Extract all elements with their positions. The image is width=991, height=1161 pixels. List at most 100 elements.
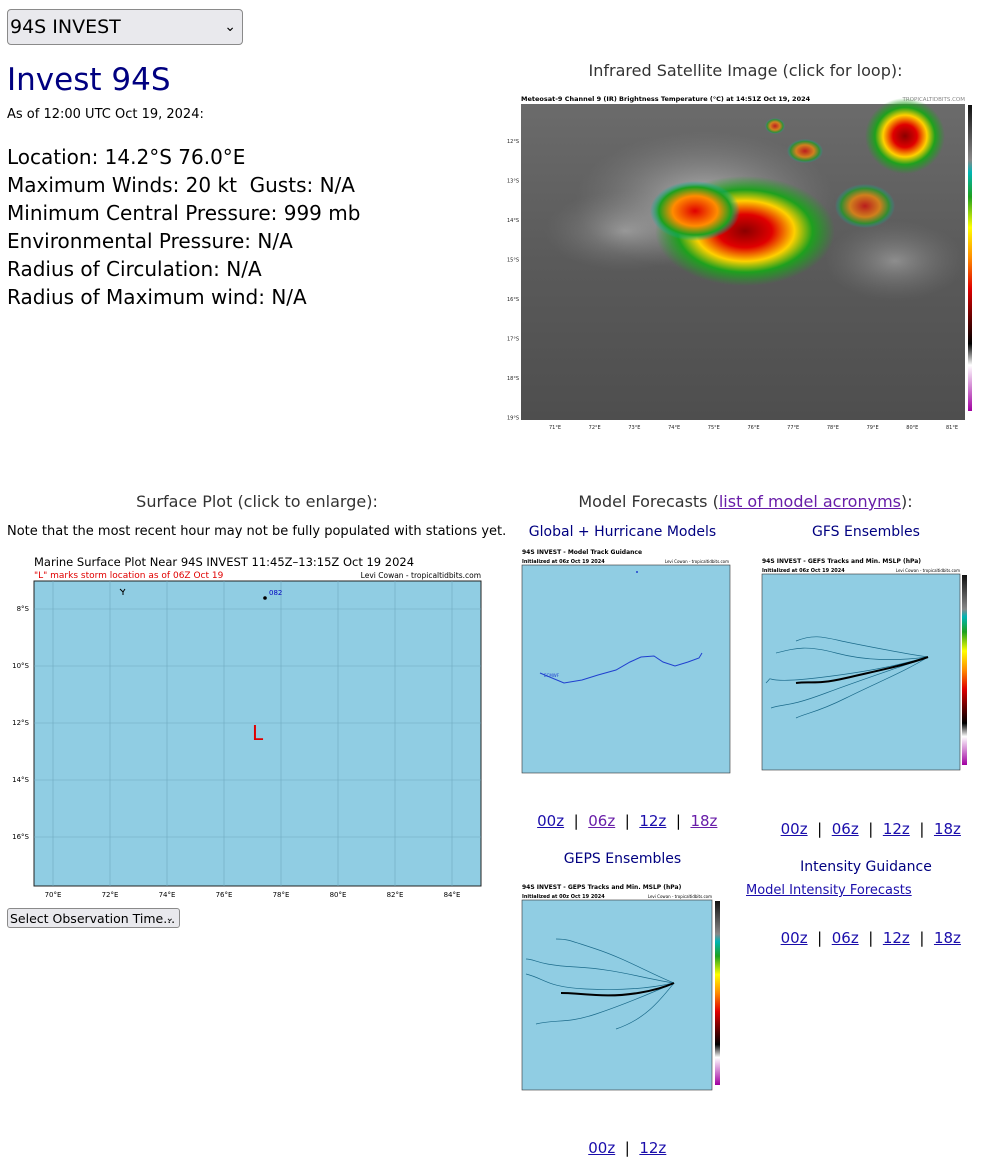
min-pressure-text: Minimum Central Pressure: 999 mb (7, 201, 361, 225)
satellite-image-link[interactable]: Meteosat-9 Channel 9 (IR) Brightness Tem… (505, 91, 973, 435)
sat-lat-labels: 12°S 13°S 14°S 15°S 16°S 17°S 18°S 19°S (507, 139, 519, 422)
observation-time-select[interactable]: Select Observation Time... ⌄ (7, 908, 180, 928)
intensity-forecasts-link[interactable]: Model Intensity Forecasts (746, 883, 912, 898)
intensity-runs: 00z | 06z | 12z | 18z (780, 929, 961, 947)
geps-pressure-scale (715, 901, 720, 1085)
storm-select[interactable]: 94S INVEST ⌄ (7, 9, 243, 45)
global-models-image-link[interactable]: 94S INVEST - Model Track Guidance Initia… (516, 545, 732, 785)
satellite-image[interactable]: Meteosat-9 Channel 9 (IR) Brightness Tem… (505, 91, 973, 431)
global-map-area (521, 564, 731, 774)
gefs-run-18z[interactable]: 18z (933, 820, 961, 838)
surface-lat-label: 10°S (12, 662, 29, 670)
track-point (636, 571, 638, 573)
surface-lat-label: 16°S (12, 833, 29, 841)
surface-heading: Surface Plot (click to enlarge): (136, 492, 378, 511)
geps-image[interactable]: 94S INVEST - GEPS Tracks and Min. MSLP (… (516, 879, 738, 1099)
global-image-subtitle: Initialized at 06z Oct 19 2024 (522, 559, 605, 565)
env-pressure-text: Environmental Pressure: N/A (7, 229, 293, 253)
surface-lon-label: 74°E (159, 891, 176, 898)
gefs-mean-track (795, 656, 929, 684)
surface-note: Note that the most recent hour may not b… (7, 524, 507, 539)
as-of-time: As of 12:00 UTC Oct 19, 2024: (7, 107, 204, 122)
geps-runs: 00z | 12z (588, 1139, 667, 1157)
satellite-heading: Infrared Satellite Image (click for loop… (588, 61, 903, 80)
model-heading-suffix: ): (901, 492, 913, 511)
surface-lon-label: 84°E (444, 891, 461, 898)
gefs-pressure-scale (962, 575, 967, 765)
sat-lat-label: 12°S (507, 139, 519, 145)
model-heading-prefix: Model Forecasts ( (578, 492, 719, 511)
sat-lat-label: 18°S (507, 376, 519, 382)
gefs-run-00z[interactable]: 00z (780, 820, 808, 838)
intensity-run-06z[interactable]: 06z (831, 929, 859, 947)
gefs-image[interactable]: 94S INVEST - GEFS Tracks and Min. MSLP (… (756, 553, 984, 773)
surface-lon-label: 78°E (273, 891, 290, 898)
radius-max-wind-text: Radius of Maximum wind: N/A (7, 285, 307, 309)
sat-lon-label: 76°E (747, 425, 759, 431)
page-title: Invest 94S (7, 62, 171, 98)
geps-heading: GEPS Ensembles (563, 851, 682, 867)
geps-image-subtitle: Initialized at 00z Oct 19 2024 (522, 894, 605, 900)
global-run-12z[interactable]: 12z (639, 812, 667, 830)
gefs-run-06z[interactable]: 06z (831, 820, 859, 838)
surface-lon-label: 72°E (102, 891, 119, 898)
global-run-06z[interactable]: 06z (588, 812, 616, 830)
sat-lon-label: 78°E (827, 425, 839, 431)
geps-run-00z[interactable]: 00z (588, 1139, 616, 1157)
gefs-image-subtitle: Initialized at 06z Oct 19 2024 (762, 568, 845, 574)
gefs-image-credit: Levi Cowan - tropicaltidbits.com (896, 568, 960, 573)
storm-location-marker: L (252, 721, 264, 745)
storm-select-value: 94S INVEST (10, 16, 121, 38)
surface-lat-label: 8°S (17, 605, 30, 613)
sat-lon-label: 79°E (867, 425, 879, 431)
sat-lon-label: 72°E (589, 425, 601, 431)
sat-lat-label: 15°S (507, 258, 519, 264)
surface-plot-credit: Levi Cowan - tropicaltidbits.com (361, 571, 481, 580)
chevron-down-icon: ⌄ (165, 913, 174, 924)
surface-lat-label: 14°S (12, 776, 29, 784)
sat-lat-label: 16°S (507, 297, 519, 303)
global-run-00z[interactable]: 00z (537, 812, 565, 830)
surface-lon-label: 76°E (216, 891, 233, 898)
sat-credit: TROPICALTIDBITS.COM (902, 97, 966, 103)
sat-lon-label: 80°E (906, 425, 918, 431)
sat-image-title: Meteosat-9 Channel 9 (IR) Brightness Tem… (521, 95, 811, 103)
surface-lon-label: 80°E (330, 891, 347, 898)
geps-mean-track (560, 982, 675, 997)
sat-color-scale (968, 105, 972, 411)
intensity-run-18z[interactable]: 18z (933, 929, 961, 947)
sat-lat-label: 19°S (507, 416, 519, 422)
geps-run-12z[interactable]: 12z (639, 1139, 667, 1157)
station-value: 082 (269, 589, 282, 597)
surface-map-area (33, 580, 482, 887)
surface-plot-link[interactable]: Marine Surface Plot Near 94S INVEST 11:4… (7, 552, 489, 902)
geps-image-title: 94S INVEST - GEPS Tracks and Min. MSLP (… (522, 884, 682, 891)
intensity-run-12z[interactable]: 12z (882, 929, 910, 947)
surface-plot-image[interactable]: Marine Surface Plot Near 94S INVEST 11:4… (7, 552, 489, 899)
surface-lon-label: 82°E (387, 891, 404, 898)
surface-lon-label: 70°E (45, 891, 62, 898)
geps-tracks (525, 938, 675, 1030)
intensity-heading: Intensity Guidance (800, 859, 932, 875)
max-winds-text: Maximum Winds: 20 kt Gusts: N/A (7, 173, 355, 197)
global-image-credit: Levi Cowan - tropicaltidbits.com (665, 559, 729, 564)
surface-lat-label: 12°S (12, 719, 29, 727)
surface-plot-subtitle: "L" marks storm location as of 06Z Oct 1… (34, 571, 224, 581)
sat-lon-label: 74°E (668, 425, 680, 431)
sat-lon-label: 73°E (628, 425, 640, 431)
geps-image-link[interactable]: 94S INVEST - GEPS Tracks and Min. MSLP (… (516, 879, 738, 1103)
global-models-image[interactable]: 94S INVEST - Model Track Guidance Initia… (516, 545, 732, 781)
global-run-18z[interactable]: 18z (690, 812, 718, 830)
gefs-run-12z[interactable]: 12z (882, 820, 910, 838)
wind-barb-icon (119, 588, 126, 595)
location-text: Location: 14.2°S 76.0°E (7, 145, 246, 169)
surface-lon-labels: 70°E 72°E 74°E 76°E 78°E 80°E 82°E 84°E (45, 891, 461, 899)
gefs-image-link[interactable]: 94S INVEST - GEFS Tracks and Min. MSLP (… (756, 553, 984, 777)
model-acronyms-link[interactable]: list of model acronyms (718, 492, 901, 511)
sat-lat-label: 13°S (507, 179, 519, 185)
gefs-runs: 00z | 06z | 12z | 18z (780, 820, 961, 838)
intensity-run-00z[interactable]: 00z (780, 929, 808, 947)
global-models-heading: Global + Hurricane Models (528, 524, 717, 540)
sat-lon-labels: 71°E 72°E 73°E 74°E 75°E 76°E 77°E 78°E 79°E 80°E… (549, 425, 958, 431)
geps-image-credit: Levi Cowan - tropicaltidbits.com (648, 894, 712, 899)
